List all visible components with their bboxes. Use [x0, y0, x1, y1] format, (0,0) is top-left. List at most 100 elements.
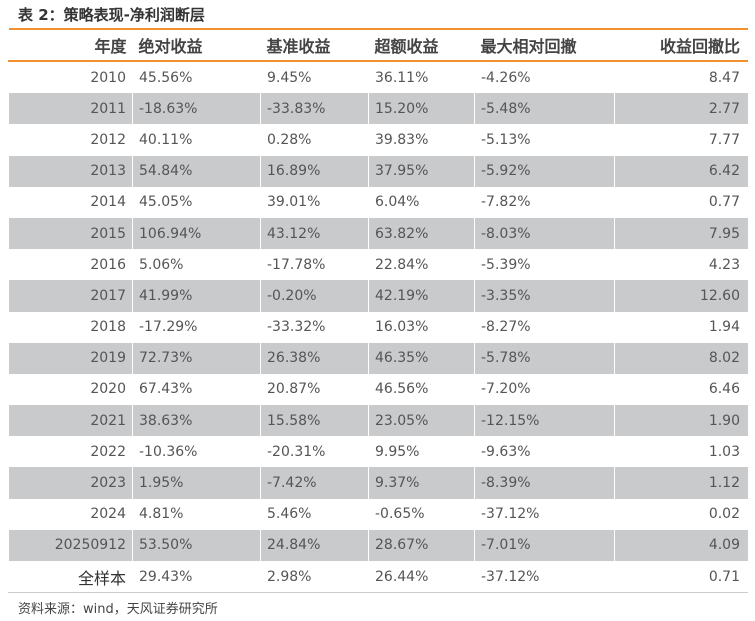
table-row: 2017 41.99% -0.20% 42.19% -3.35% 12.60: [8, 280, 748, 312]
cell-excess-return: 22.84%: [368, 249, 475, 281]
cell-return-drawdown-ratio: 0.02: [614, 498, 748, 530]
cell-return-drawdown-ratio: 7.95: [614, 217, 748, 250]
table-row: 2019 72.73% 26.38% 46.35% -5.78% 8.02: [8, 342, 748, 374]
cell-year: 2017: [8, 280, 133, 312]
table-row: 2012 40.11% 0.28% 39.83% -5.13% 7.77: [8, 124, 748, 156]
cell-benchmark-return: -33.32%: [260, 311, 369, 343]
cell-max-drawdown: -3.35%: [474, 280, 615, 312]
cell-excess-return: 46.56%: [368, 373, 475, 406]
cell-excess-return: 42.19%: [368, 280, 475, 312]
cell-max-drawdown: -5.13%: [474, 124, 615, 156]
cell-year: 2023: [8, 467, 133, 499]
cell-max-drawdown: -7.20%: [474, 373, 615, 406]
cell-absolute-return: 29.43%: [132, 561, 261, 594]
cell-year: 2014: [8, 186, 133, 218]
cell-max-drawdown: -7.82%: [474, 186, 615, 218]
cell-absolute-return: 1.95%: [132, 467, 261, 499]
header-benchmark-return: 基准收益: [260, 29, 369, 62]
cell-max-drawdown: -5.48%: [474, 93, 615, 125]
cell-return-drawdown-ratio: 8.47: [614, 61, 748, 94]
table-row: 2014 45.05% 39.01% 6.04% -7.82% 0.77: [8, 186, 748, 218]
cell-benchmark-return: -20.31%: [260, 436, 369, 468]
cell-benchmark-return: -0.20%: [260, 280, 369, 312]
table-row: 2020 67.43% 20.87% 46.56% -7.20% 6.46: [8, 373, 748, 406]
table-title: 表 2：策略表现-净利润断层: [18, 6, 205, 24]
cell-absolute-return: -17.29%: [132, 311, 261, 343]
cell-return-drawdown-ratio: 1.90: [614, 405, 748, 437]
header-max-drawdown: 最大相对回撤: [474, 29, 615, 62]
cell-benchmark-return: 20.87%: [260, 373, 369, 406]
table-row: 2011 -18.63% -33.83% 15.20% -5.48% 2.77: [8, 93, 748, 125]
table-row: 2013 54.84% 16.89% 37.95% -5.92% 6.42: [8, 155, 748, 187]
cell-year: 2018: [8, 311, 133, 343]
cell-return-drawdown-ratio: 4.09: [614, 529, 748, 561]
cell-return-drawdown-ratio: 2.77: [614, 93, 748, 125]
header-year: 年度: [8, 29, 133, 62]
cell-benchmark-return: 5.46%: [260, 498, 369, 530]
cell-year: 2020: [8, 373, 133, 406]
header-excess-return: 超额收益: [368, 29, 475, 62]
cell-excess-return: 36.11%: [368, 61, 475, 94]
cell-return-drawdown-ratio: 4.23: [614, 249, 748, 281]
cell-max-drawdown: -37.12%: [474, 498, 615, 530]
cell-max-drawdown: -9.63%: [474, 436, 615, 468]
cell-absolute-return: 45.56%: [132, 61, 261, 94]
cell-absolute-return: -10.36%: [132, 436, 261, 468]
cell-year: 2016: [8, 249, 133, 281]
cell-max-drawdown: -8.27%: [474, 311, 615, 343]
cell-absolute-return: 4.81%: [132, 498, 261, 530]
cell-year: 2021: [8, 405, 133, 437]
cell-max-drawdown: -4.26%: [474, 61, 615, 94]
cell-absolute-return: -18.63%: [132, 93, 261, 125]
table-row: 2023 1.95% -7.42% 9.37% -8.39% 1.12: [8, 467, 748, 499]
cell-max-drawdown: -5.78%: [474, 342, 615, 374]
cell-excess-return: 9.95%: [368, 436, 475, 468]
cell-excess-return: 16.03%: [368, 311, 475, 343]
cell-absolute-return: 45.05%: [132, 186, 261, 218]
table-row: 2018 -17.29% -33.32% 16.03% -8.27% 1.94: [8, 311, 748, 343]
cell-return-drawdown-ratio: 6.42: [614, 155, 748, 187]
cell-max-drawdown: -37.12%: [474, 561, 615, 594]
cell-benchmark-return: -7.42%: [260, 467, 369, 499]
cell-return-drawdown-ratio: 1.12: [614, 467, 748, 499]
cell-excess-return: 6.04%: [368, 186, 475, 218]
cell-excess-return: 46.35%: [368, 342, 475, 374]
cell-year: 2011: [8, 93, 133, 125]
cell-excess-return: 28.67%: [368, 529, 475, 561]
cell-return-drawdown-ratio: 0.71: [614, 561, 748, 594]
table-row: 2010 45.56% 9.45% 36.11% -4.26% 8.47: [8, 61, 748, 94]
cell-year: 2015: [8, 217, 133, 250]
cell-year: 20250912: [8, 529, 133, 561]
table-row: 2021 38.63% 15.58% 23.05% -12.15% 1.90: [8, 405, 748, 437]
cell-benchmark-return: -33.83%: [260, 93, 369, 125]
cell-benchmark-return: 16.89%: [260, 155, 369, 187]
table-row: 2024 4.81% 5.46% -0.65% -37.12% 0.02: [8, 498, 748, 530]
table-row: 2022 -10.36% -20.31% 9.95% -9.63% 1.03: [8, 436, 748, 468]
cell-absolute-return: 5.06%: [132, 249, 261, 281]
cell-benchmark-return: 43.12%: [260, 217, 369, 250]
cell-max-drawdown: -5.39%: [474, 249, 615, 281]
cell-benchmark-return: 39.01%: [260, 186, 369, 218]
cell-return-drawdown-ratio: 0.77: [614, 186, 748, 218]
cell-max-drawdown: -7.01%: [474, 529, 615, 561]
cell-absolute-return: 38.63%: [132, 405, 261, 437]
cell-benchmark-return: 0.28%: [260, 124, 369, 156]
cell-excess-return: 37.95%: [368, 155, 475, 187]
cell-absolute-return: 40.11%: [132, 124, 261, 156]
cell-return-drawdown-ratio: 1.03: [614, 436, 748, 468]
cell-year: 2024: [8, 498, 133, 530]
performance-table: 年度 绝对收益 基准收益 超额收益 最大相对回撤 收益回撤比 2010 45.56…: [8, 28, 748, 594]
cell-excess-return: -0.65%: [368, 498, 475, 530]
table-row: 2016 5.06% -17.78% 22.84% -5.39% 4.23: [8, 249, 748, 281]
cell-excess-return: 9.37%: [368, 467, 475, 499]
cell-excess-return: 63.82%: [368, 217, 475, 250]
cell-benchmark-return: 2.98%: [260, 561, 369, 594]
cell-year: 2013: [8, 155, 133, 187]
cell-absolute-return: 41.99%: [132, 280, 261, 312]
cell-max-drawdown: -8.39%: [474, 467, 615, 499]
cell-excess-return: 15.20%: [368, 93, 475, 125]
cell-benchmark-return: 9.45%: [260, 61, 369, 94]
table-row: 全样本 29.43% 2.98% 26.44% -37.12% 0.71: [8, 561, 748, 594]
cell-max-drawdown: -8.03%: [474, 217, 615, 250]
cell-year: 全样本: [8, 561, 133, 594]
